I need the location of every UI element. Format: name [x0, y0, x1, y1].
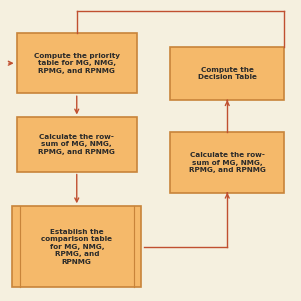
FancyBboxPatch shape [17, 117, 137, 172]
FancyBboxPatch shape [170, 132, 284, 193]
Text: Establish the
comparison table
for MG, NMG,
RPMG, and
RPNMG: Establish the comparison table for MG, N… [41, 229, 112, 265]
FancyBboxPatch shape [170, 47, 284, 100]
FancyBboxPatch shape [12, 206, 141, 287]
Text: Compute the priority
table for MG, NMG,
RPMG, and RPNMG: Compute the priority table for MG, NMG, … [34, 53, 120, 74]
Text: Compute the
Decision Table: Compute the Decision Table [198, 67, 257, 80]
Text: Calculate the row-
sum of MG, NMG,
RPMG, and RPNMG: Calculate the row- sum of MG, NMG, RPMG,… [189, 152, 266, 173]
FancyBboxPatch shape [17, 33, 137, 93]
Text: Calculate the row-
sum of MG, NMG,
RPMG, and RPNMG: Calculate the row- sum of MG, NMG, RPMG,… [38, 134, 115, 155]
